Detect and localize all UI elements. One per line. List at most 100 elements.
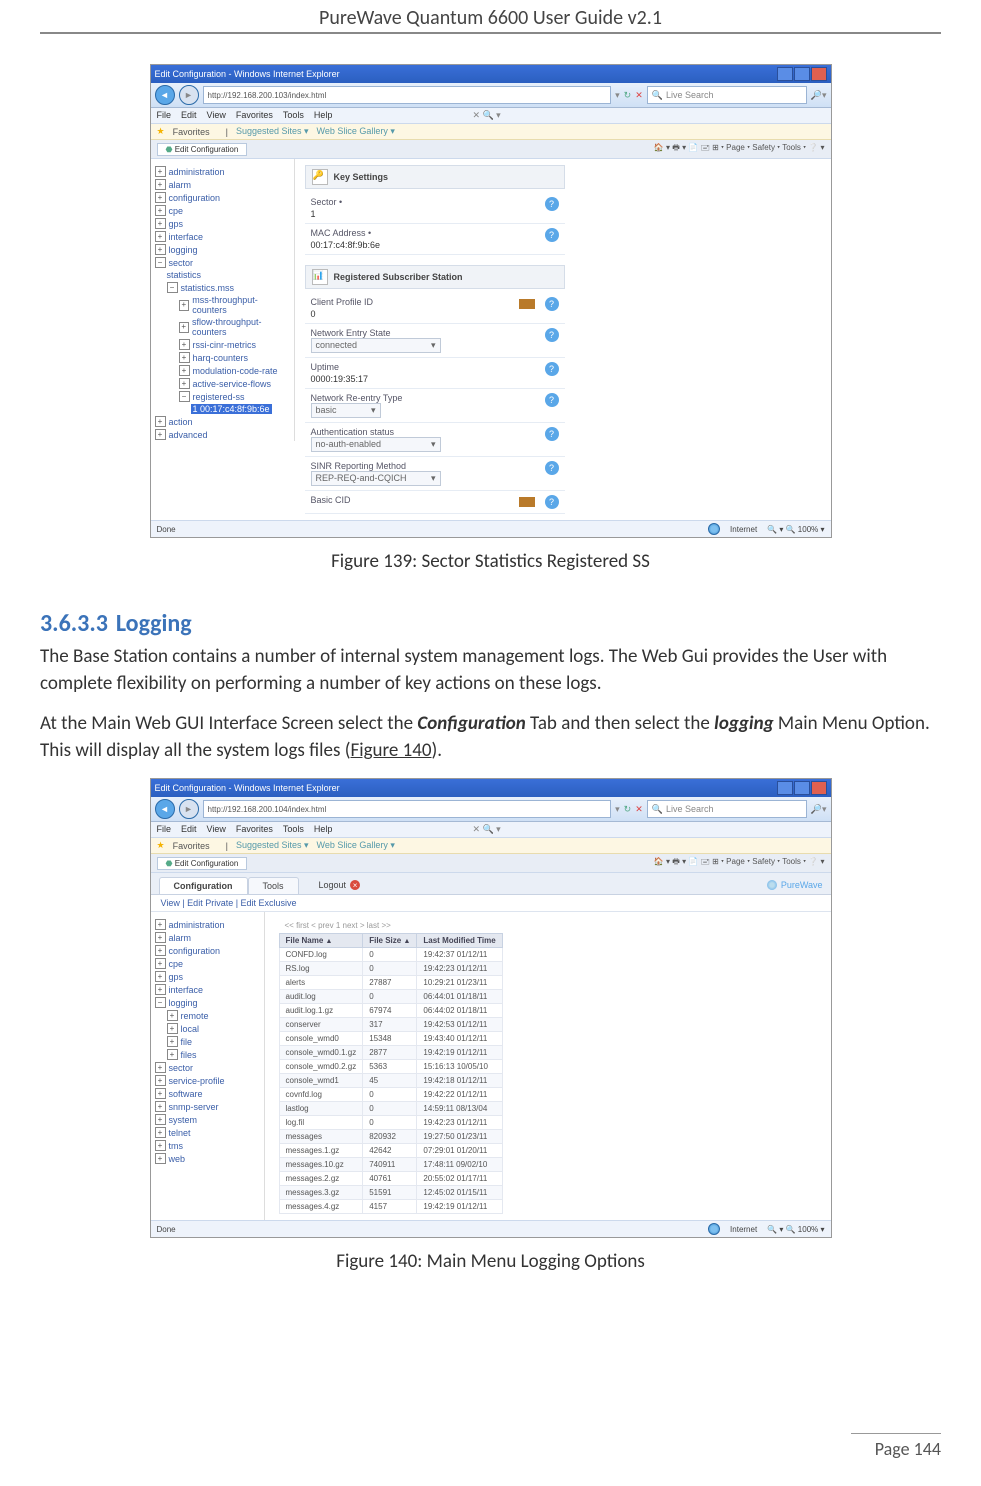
expand-icon[interactable]: + [155, 919, 166, 930]
table-row[interactable]: messages.10.gz74091117:48:11 09/02/10 [279, 1158, 502, 1172]
expand-icon[interactable]: + [179, 322, 189, 333]
tree-node-selected[interactable]: 1 00:17:c4:8f:9b:6e [191, 403, 290, 415]
tree-node[interactable]: +cpe [155, 204, 290, 217]
zoom-control[interactable]: 🔍 ▾ 🔍 100% ▾ [767, 525, 824, 534]
suggested-sites-link[interactable]: Suggested Sites ▾ [236, 126, 309, 137]
table-row[interactable]: audit.log.1.gz6797406:44:02 01/18/11 [279, 1004, 502, 1018]
table-row[interactable]: messages.3.gz5159112:45:02 01/15/11 [279, 1186, 502, 1200]
back-button[interactable]: ◄ [155, 85, 175, 105]
forward-button[interactable]: ► [179, 85, 199, 105]
tree-node[interactable]: +interface [155, 230, 290, 243]
tree-node[interactable]: +gps [155, 970, 260, 983]
tree-node[interactable]: −statistics.mss [167, 281, 290, 294]
table-row[interactable]: conserver31719:42:53 01/12/11 [279, 1018, 502, 1032]
tree-node[interactable]: +local [167, 1022, 260, 1035]
expand-icon[interactable]: + [155, 1075, 166, 1086]
tree-node[interactable]: +sflow-throughput-counters [179, 316, 290, 338]
expand-icon[interactable]: + [167, 1023, 178, 1034]
tree-node[interactable]: +cpe [155, 957, 260, 970]
table-row[interactable]: audit.log006:44:01 01/18/11 [279, 990, 502, 1004]
tree-node[interactable]: +logging [155, 243, 290, 256]
maximize-button[interactable] [794, 67, 810, 81]
table-header[interactable]: Last Modified Time [417, 934, 502, 948]
command-bar[interactable]: 🏠 ▾ 🖶 ▾ 📄 🖃 ⊞ ▾ Page ▾ Safety ▾ Tools ▾ … [654, 142, 825, 156]
expand-icon[interactable]: + [155, 416, 166, 427]
expand-icon[interactable]: + [155, 1153, 166, 1164]
tree-node[interactable]: +telnet [155, 1126, 260, 1139]
table-row[interactable]: messages82093219:27:50 01/23/11 [279, 1130, 502, 1144]
close-button[interactable] [811, 781, 827, 795]
expand-icon[interactable]: + [167, 1010, 178, 1021]
tree-node[interactable]: +mss-throughput-counters [179, 294, 290, 316]
table-row[interactable]: log.fil019:42:23 01/12/11 [279, 1116, 502, 1130]
field-dropdown[interactable]: REP-REQ-and-CQICH▾ [311, 471, 441, 486]
tab-tools[interactable]: Tools [248, 877, 299, 894]
help-icon[interactable]: ? [545, 427, 559, 441]
expand-icon[interactable]: + [167, 1049, 178, 1060]
expand-icon[interactable]: + [155, 192, 166, 203]
table-row[interactable]: console_wmd0.2.gz536315:16:13 10/05/10 [279, 1060, 502, 1074]
menu-tools[interactable]: Tools [283, 110, 304, 121]
expand-icon[interactable]: + [167, 1036, 178, 1047]
menu-file[interactable]: File [157, 824, 172, 835]
web-slice-link[interactable]: Web Slice Gallery ▾ [317, 840, 395, 851]
minimize-button[interactable] [777, 67, 793, 81]
expand-icon[interactable]: + [155, 958, 166, 969]
tree-node[interactable]: +rssi-cinr-metrics [179, 338, 290, 351]
sub-nav-text[interactable]: View | Edit Private | Edit Exclusive [161, 898, 297, 908]
tree-node[interactable]: +file [167, 1035, 260, 1048]
help-icon[interactable]: ? [545, 328, 559, 342]
tree-node[interactable]: +action [155, 415, 290, 428]
expand-icon[interactable]: + [155, 945, 166, 956]
tree-node[interactable]: +remote [167, 1009, 260, 1022]
address-bar[interactable]: http://192.168.200.104/index.html [203, 800, 612, 818]
tab-configuration[interactable]: Configuration [159, 877, 248, 894]
minimize-button[interactable] [777, 781, 793, 795]
forward-button[interactable]: ► [179, 799, 199, 819]
table-row[interactable]: console_wmd14519:42:18 01/12/11 [279, 1074, 502, 1088]
table-row[interactable]: alerts2788710:29:21 01/23/11 [279, 976, 502, 990]
expand-icon[interactable]: + [155, 1062, 166, 1073]
tree-node[interactable]: +configuration [155, 191, 290, 204]
expand-icon[interactable]: + [179, 339, 190, 350]
tree-node[interactable]: +system [155, 1113, 260, 1126]
expand-icon[interactable]: + [155, 244, 166, 255]
tree-node[interactable]: +alarm [155, 178, 290, 191]
menu-help[interactable]: Help [314, 110, 333, 121]
tree-node[interactable]: −registered-ss [179, 390, 290, 403]
expand-icon[interactable]: + [179, 352, 190, 363]
logout-button[interactable]: Logout × [319, 880, 361, 894]
table-row[interactable]: console_wmd01534819:43:40 01/12/11 [279, 1032, 502, 1046]
expand-icon[interactable]: + [179, 378, 190, 389]
tree-node[interactable]: +harq-counters [179, 351, 290, 364]
tree-node[interactable]: statistics [167, 269, 290, 281]
expand-icon[interactable]: + [155, 166, 166, 177]
tree-node[interactable]: −logging [155, 996, 260, 1009]
close-button[interactable] [811, 67, 827, 81]
tree-node[interactable]: +software [155, 1087, 260, 1100]
table-row[interactable]: lastlog014:59:11 08/13/04 [279, 1102, 502, 1116]
table-row[interactable]: covnfd.log019:42:22 01/12/11 [279, 1088, 502, 1102]
browser-tab[interactable]: ⬣ Edit Configuration [157, 857, 248, 870]
expand-icon[interactable]: + [155, 1127, 166, 1138]
search-box[interactable]: 🔍 Live Search [647, 86, 807, 104]
menu-view[interactable]: View [207, 824, 226, 835]
expand-icon[interactable]: + [155, 932, 166, 943]
expand-icon[interactable]: + [155, 179, 166, 190]
tree-node[interactable]: +sector [155, 1061, 260, 1074]
suggested-sites-link[interactable]: Suggested Sites ▾ [236, 840, 309, 851]
field-dropdown[interactable]: basic▾ [311, 403, 381, 418]
help-icon[interactable]: ? [545, 297, 559, 311]
expand-icon[interactable]: − [167, 282, 178, 293]
help-icon[interactable]: ? [545, 461, 559, 475]
browser-tab[interactable]: ⬣ Edit Configuration [157, 143, 248, 156]
pager[interactable]: << first < prev 1 next > last >> [275, 918, 550, 933]
menu-view[interactable]: View [207, 110, 226, 121]
table-row[interactable]: messages.4.gz415719:42:19 01/12/11 [279, 1200, 502, 1214]
help-icon[interactable]: ? [545, 362, 559, 376]
tree-node[interactable]: +snmp-server [155, 1100, 260, 1113]
maximize-button[interactable] [794, 781, 810, 795]
tree-node[interactable]: +modulation-code-rate [179, 364, 290, 377]
tree-node[interactable]: +gps [155, 217, 290, 230]
tree-node[interactable]: +tms [155, 1139, 260, 1152]
